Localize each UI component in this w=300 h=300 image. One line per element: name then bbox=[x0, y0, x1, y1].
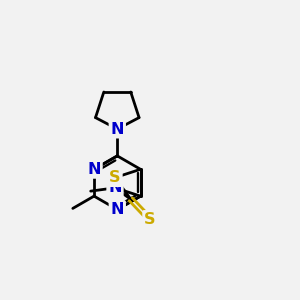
Text: N: N bbox=[110, 202, 124, 217]
Text: N: N bbox=[108, 180, 122, 195]
Text: S: S bbox=[109, 170, 121, 185]
Text: S: S bbox=[144, 212, 156, 227]
Text: N: N bbox=[110, 122, 124, 136]
Text: N: N bbox=[87, 162, 101, 177]
